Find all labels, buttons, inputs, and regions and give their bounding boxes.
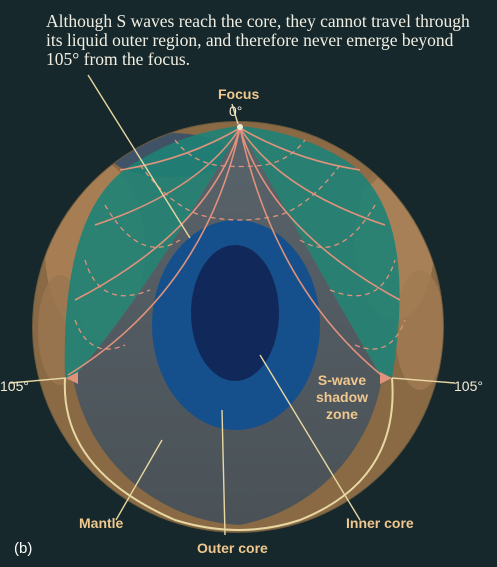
caption-text: Although S waves reach the core, they ca… bbox=[46, 11, 470, 69]
focus-point bbox=[237, 124, 243, 130]
right-angle-label: 105° bbox=[454, 378, 483, 394]
outer-core-label: Outer core bbox=[197, 540, 268, 556]
focus-angle-label: 0° bbox=[229, 103, 243, 119]
wavefronts bbox=[74, 139, 406, 350]
focus-label: Focus bbox=[218, 86, 260, 102]
right-arrow-icon bbox=[380, 372, 392, 384]
left-angle-label: 105° bbox=[0, 378, 29, 394]
inner-core bbox=[191, 245, 279, 381]
left-arrow-icon bbox=[66, 372, 78, 384]
leader-lines bbox=[9, 74, 456, 536]
wave-rays bbox=[67, 127, 401, 379]
shadow-zone-label: S-wave shadow zone bbox=[315, 372, 369, 422]
panel-label: (b) bbox=[14, 540, 33, 557]
wave-region bbox=[64, 126, 400, 378]
inner-core-label: Inner core bbox=[346, 515, 414, 531]
mantle-boundary bbox=[63, 377, 394, 531]
mantle-label: Mantle bbox=[79, 515, 124, 531]
